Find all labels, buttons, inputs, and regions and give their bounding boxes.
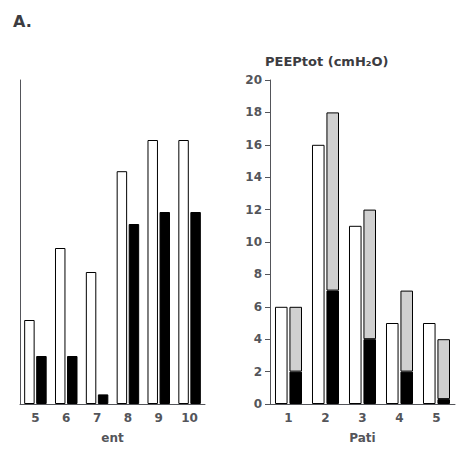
svg-text:7: 7 <box>93 411 101 425</box>
svg-text:1: 1 <box>284 411 292 425</box>
svg-text:6: 6 <box>62 411 70 425</box>
svg-text:A.: A. <box>13 12 32 31</box>
svg-text:14: 14 <box>245 170 262 184</box>
svg-text:20: 20 <box>245 73 262 87</box>
svg-text:9: 9 <box>155 411 163 425</box>
svg-text:18: 18 <box>245 105 262 119</box>
svg-text:6: 6 <box>254 300 262 314</box>
svg-text:Pati: Pati <box>349 431 375 445</box>
svg-text:16: 16 <box>245 138 262 152</box>
svg-text:4: 4 <box>395 411 403 425</box>
svg-text:8: 8 <box>254 267 262 281</box>
svg-text:5: 5 <box>31 411 39 425</box>
svg-text:5: 5 <box>432 411 440 425</box>
svg-text:2: 2 <box>254 365 262 379</box>
svg-text:12: 12 <box>245 203 262 217</box>
svg-text:10: 10 <box>245 235 262 249</box>
svg-text:PEEPtot (cmH₂O): PEEPtot (cmH₂O) <box>265 54 388 69</box>
svg-text:10: 10 <box>181 411 198 425</box>
svg-text:8: 8 <box>124 411 132 425</box>
svg-text:3: 3 <box>358 411 366 425</box>
svg-text:4: 4 <box>254 332 262 346</box>
svg-text:ent: ent <box>101 431 124 445</box>
svg-text:2: 2 <box>321 411 329 425</box>
svg-text:0: 0 <box>254 397 262 411</box>
